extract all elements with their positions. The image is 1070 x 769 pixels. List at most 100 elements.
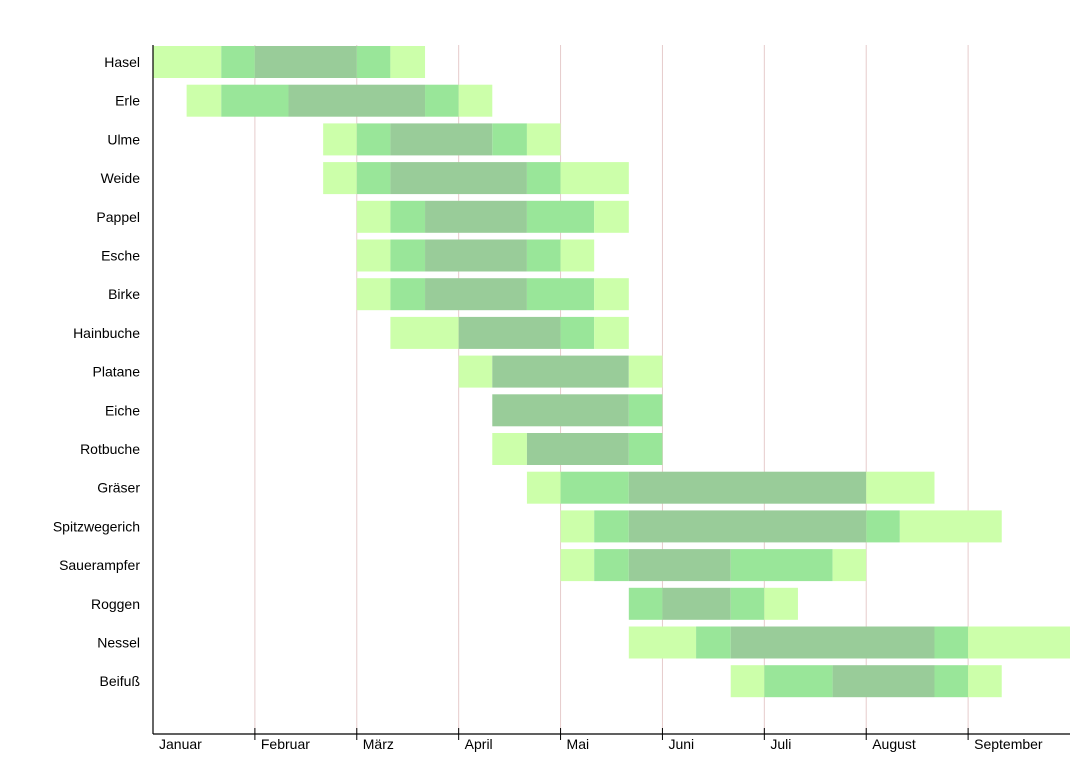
row-label-eiche: Eiche: [105, 402, 140, 418]
row-sauerampfer: [560, 549, 867, 582]
row-birke: [356, 278, 629, 311]
bar-segment-platane-light: [628, 355, 663, 388]
bar-segment-ulme-light: [526, 123, 561, 156]
bar-segment-nessel-medium: [696, 626, 731, 659]
row-label-pappel: Pappel: [96, 209, 140, 225]
bar-segment-pappel-medium: [390, 200, 426, 233]
row-label-weide: Weide: [101, 170, 141, 186]
bar-segment-weide-medium: [356, 162, 391, 195]
bar-segment-ulme-light: [323, 123, 357, 156]
bar-segment-platane-strong: [492, 355, 629, 388]
bar-segment-esche-strong: [425, 239, 527, 272]
bar-segment-roggen-medium: [730, 587, 765, 620]
bar-segment-birke-light: [356, 278, 391, 311]
month-label-juni: Juni: [668, 736, 694, 752]
bar-segment-birke-medium: [390, 278, 426, 311]
row-label-rotbuche: Rotbuche: [80, 441, 140, 457]
bar-segment-weide-strong: [390, 162, 527, 195]
month-label-august: August: [872, 736, 916, 752]
row-label-hasel: Hasel: [104, 54, 140, 70]
bar-segment-pappel-medium: [526, 200, 595, 233]
bar-segment-hasel-strong: [254, 46, 357, 78]
row-label-ulme: Ulme: [107, 131, 140, 147]
bar-segment-nessel-light: [628, 626, 697, 659]
bar-segment-erle-strong: [288, 84, 426, 117]
bar-segment-rotbuche-medium: [628, 433, 663, 465]
bar-segment-pappel-strong: [425, 200, 527, 233]
month-label-februar: Februar: [261, 736, 310, 752]
bar-segment-esche-medium: [390, 239, 426, 272]
bar-segment-pappel-light: [356, 200, 391, 233]
bar-segment-hainbuche-medium: [560, 316, 595, 349]
row-label-erle: Erle: [115, 93, 140, 109]
bar-segment-esche-light: [560, 239, 595, 272]
row-platane: [458, 355, 663, 388]
bar-segment-beifuss-strong: [832, 665, 935, 698]
row-rotbuche: [492, 433, 663, 465]
row-hasel: [153, 46, 426, 78]
bar-segment-rotbuche-strong: [526, 433, 629, 465]
bar-segment-sauerampfer-strong: [628, 549, 731, 582]
bar-segment-roggen-strong: [662, 587, 731, 620]
row-label-graeser: Gräser: [97, 480, 140, 496]
bar-segment-sauerampfer-medium: [594, 549, 629, 582]
month-label-mai: Mai: [567, 736, 590, 752]
row-weide: [323, 162, 629, 195]
month-label-januar: Januar: [159, 736, 202, 752]
bar-segment-eiche-medium: [628, 394, 663, 427]
bar-segment-nessel-light: [968, 626, 1070, 659]
bar-segment-beifuss-medium: [764, 665, 833, 698]
bar-segment-nessel-strong: [730, 626, 935, 659]
row-beifuss: [730, 665, 1002, 698]
row-label-sauerampfer: Sauerampfer: [59, 557, 140, 573]
bar-segment-erle-light: [458, 84, 493, 117]
row-hainbuche: [390, 316, 629, 349]
bar-segment-birke-medium: [526, 278, 595, 311]
bar-segment-graeser-strong: [628, 471, 867, 504]
row-spitzwegerich: [560, 510, 1002, 543]
bar-segment-rotbuche-light: [492, 433, 527, 465]
bar-segment-esche-medium: [526, 239, 561, 272]
bar-segment-sauerampfer-medium: [730, 549, 833, 582]
row-label-platane: Platane: [93, 364, 141, 380]
bar-segment-esche-light: [356, 239, 391, 272]
row-eiche: [492, 394, 663, 427]
bar-segment-weide-light: [560, 162, 629, 195]
bar-segment-graeser-light: [866, 471, 935, 504]
grid-layer: [254, 45, 969, 734]
bar-segment-nessel-medium: [934, 626, 969, 659]
bar-segment-platane-light: [458, 355, 493, 388]
bar-segment-weide-medium: [526, 162, 561, 195]
bar-segment-ulme-medium: [356, 123, 391, 156]
bar-segment-hasel-medium: [221, 46, 255, 78]
row-esche: [356, 239, 595, 272]
row-label-roggen: Roggen: [91, 596, 140, 612]
bar-segment-beifuss-light: [730, 665, 765, 698]
bar-segment-roggen-medium: [628, 587, 663, 620]
bar-segment-hainbuche-strong: [458, 316, 561, 349]
row-label-esche: Esche: [101, 248, 140, 264]
bar-segment-ulme-strong: [390, 123, 493, 156]
month-label-juli: Juli: [770, 736, 791, 752]
bar-segment-eiche-strong: [492, 394, 629, 427]
bar-segment-weide-light: [323, 162, 357, 195]
bar-segment-erle-medium: [425, 84, 459, 117]
bar-segment-birke-strong: [425, 278, 527, 311]
bar-segment-ulme-medium: [492, 123, 527, 156]
bar-segment-beifuss-medium: [934, 665, 969, 698]
bar-segment-hasel-medium: [356, 46, 391, 78]
row-label-birke: Birke: [108, 286, 140, 302]
bar-segment-spitzwegerich-strong: [628, 510, 867, 543]
row-label-beifuss: Beifuß: [100, 673, 140, 689]
bar-segment-spitzwegerich-light: [899, 510, 1002, 543]
bar-segment-roggen-light: [764, 587, 798, 620]
bars-layer: [153, 46, 1070, 698]
row-label-hainbuche: Hainbuche: [73, 325, 140, 341]
bar-segment-birke-light: [594, 278, 629, 311]
row-ulme: [323, 123, 561, 156]
bar-segment-hasel-light: [153, 46, 222, 78]
row-label-nessel: Nessel: [97, 635, 140, 651]
bar-segment-beifuss-light: [968, 665, 1002, 698]
